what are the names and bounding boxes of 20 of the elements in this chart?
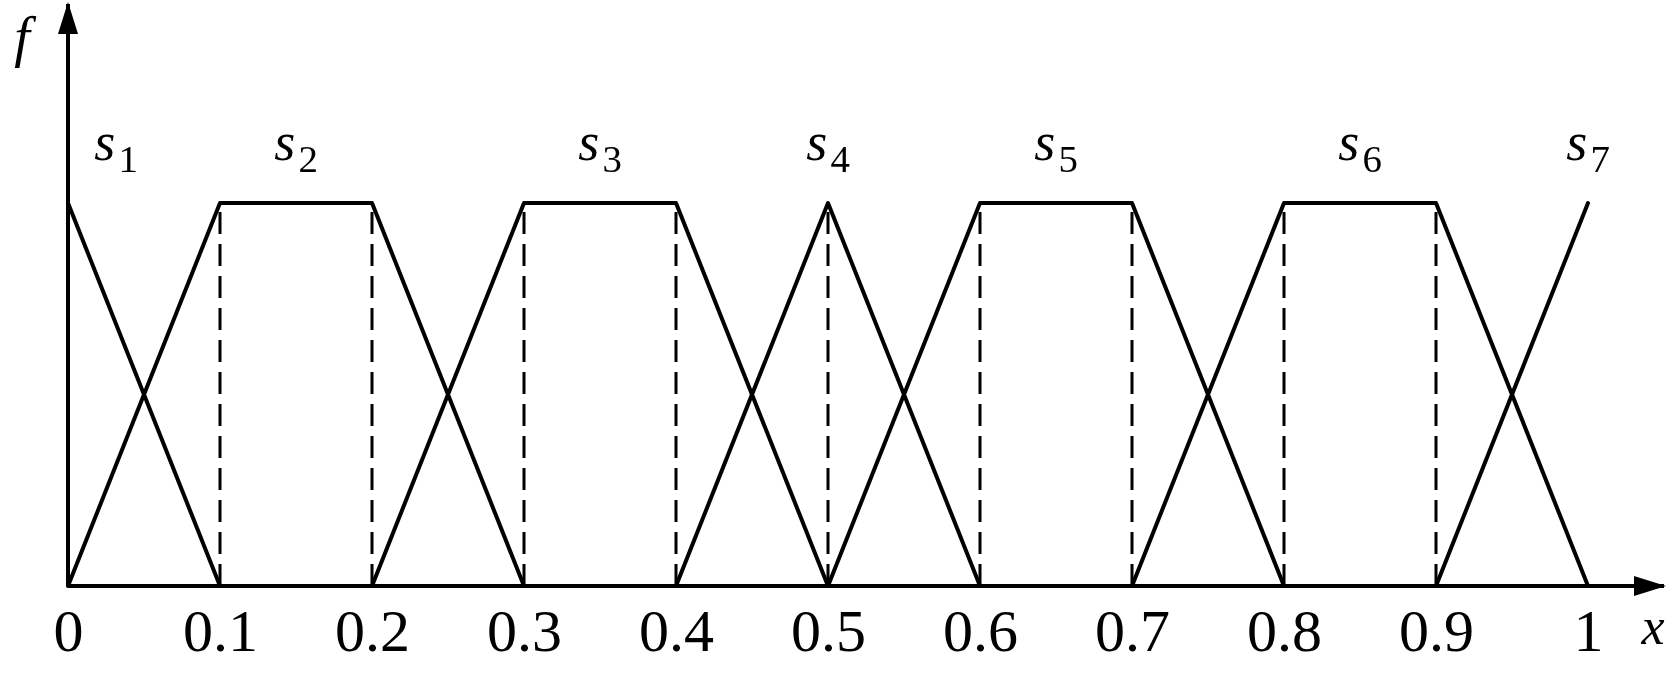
x-tick-label: 1: [1573, 597, 1604, 664]
x-tick-label: 0.8: [1247, 597, 1322, 664]
x-tick-label: 0.4: [639, 597, 714, 664]
y-axis-title: f: [14, 6, 38, 68]
series-label: s$_{7}$: [1566, 112, 1610, 181]
series-label: s$_{3}$: [578, 112, 622, 181]
x-tick-label: 0.2: [335, 597, 410, 664]
x-tick-label: 0.3: [487, 597, 562, 664]
x-tick-label: 0.9: [1399, 597, 1474, 664]
x-axis-title: x: [1640, 598, 1665, 655]
series-label: s$_{4}$: [806, 112, 850, 181]
x-tick-label: 0.1: [183, 597, 258, 664]
x-tick-label: 0.5: [791, 597, 866, 664]
x-tick-label: 0: [53, 597, 84, 664]
series-label: s$_{6}$: [1338, 112, 1382, 181]
x-tick-label: 0.7: [1095, 597, 1170, 664]
series-label: s$_{1}$: [94, 112, 138, 181]
x-tick-label: 0.6: [943, 597, 1018, 664]
series-label: s$_{2}$: [274, 112, 318, 181]
series-label: s$_{5}$: [1034, 112, 1078, 181]
